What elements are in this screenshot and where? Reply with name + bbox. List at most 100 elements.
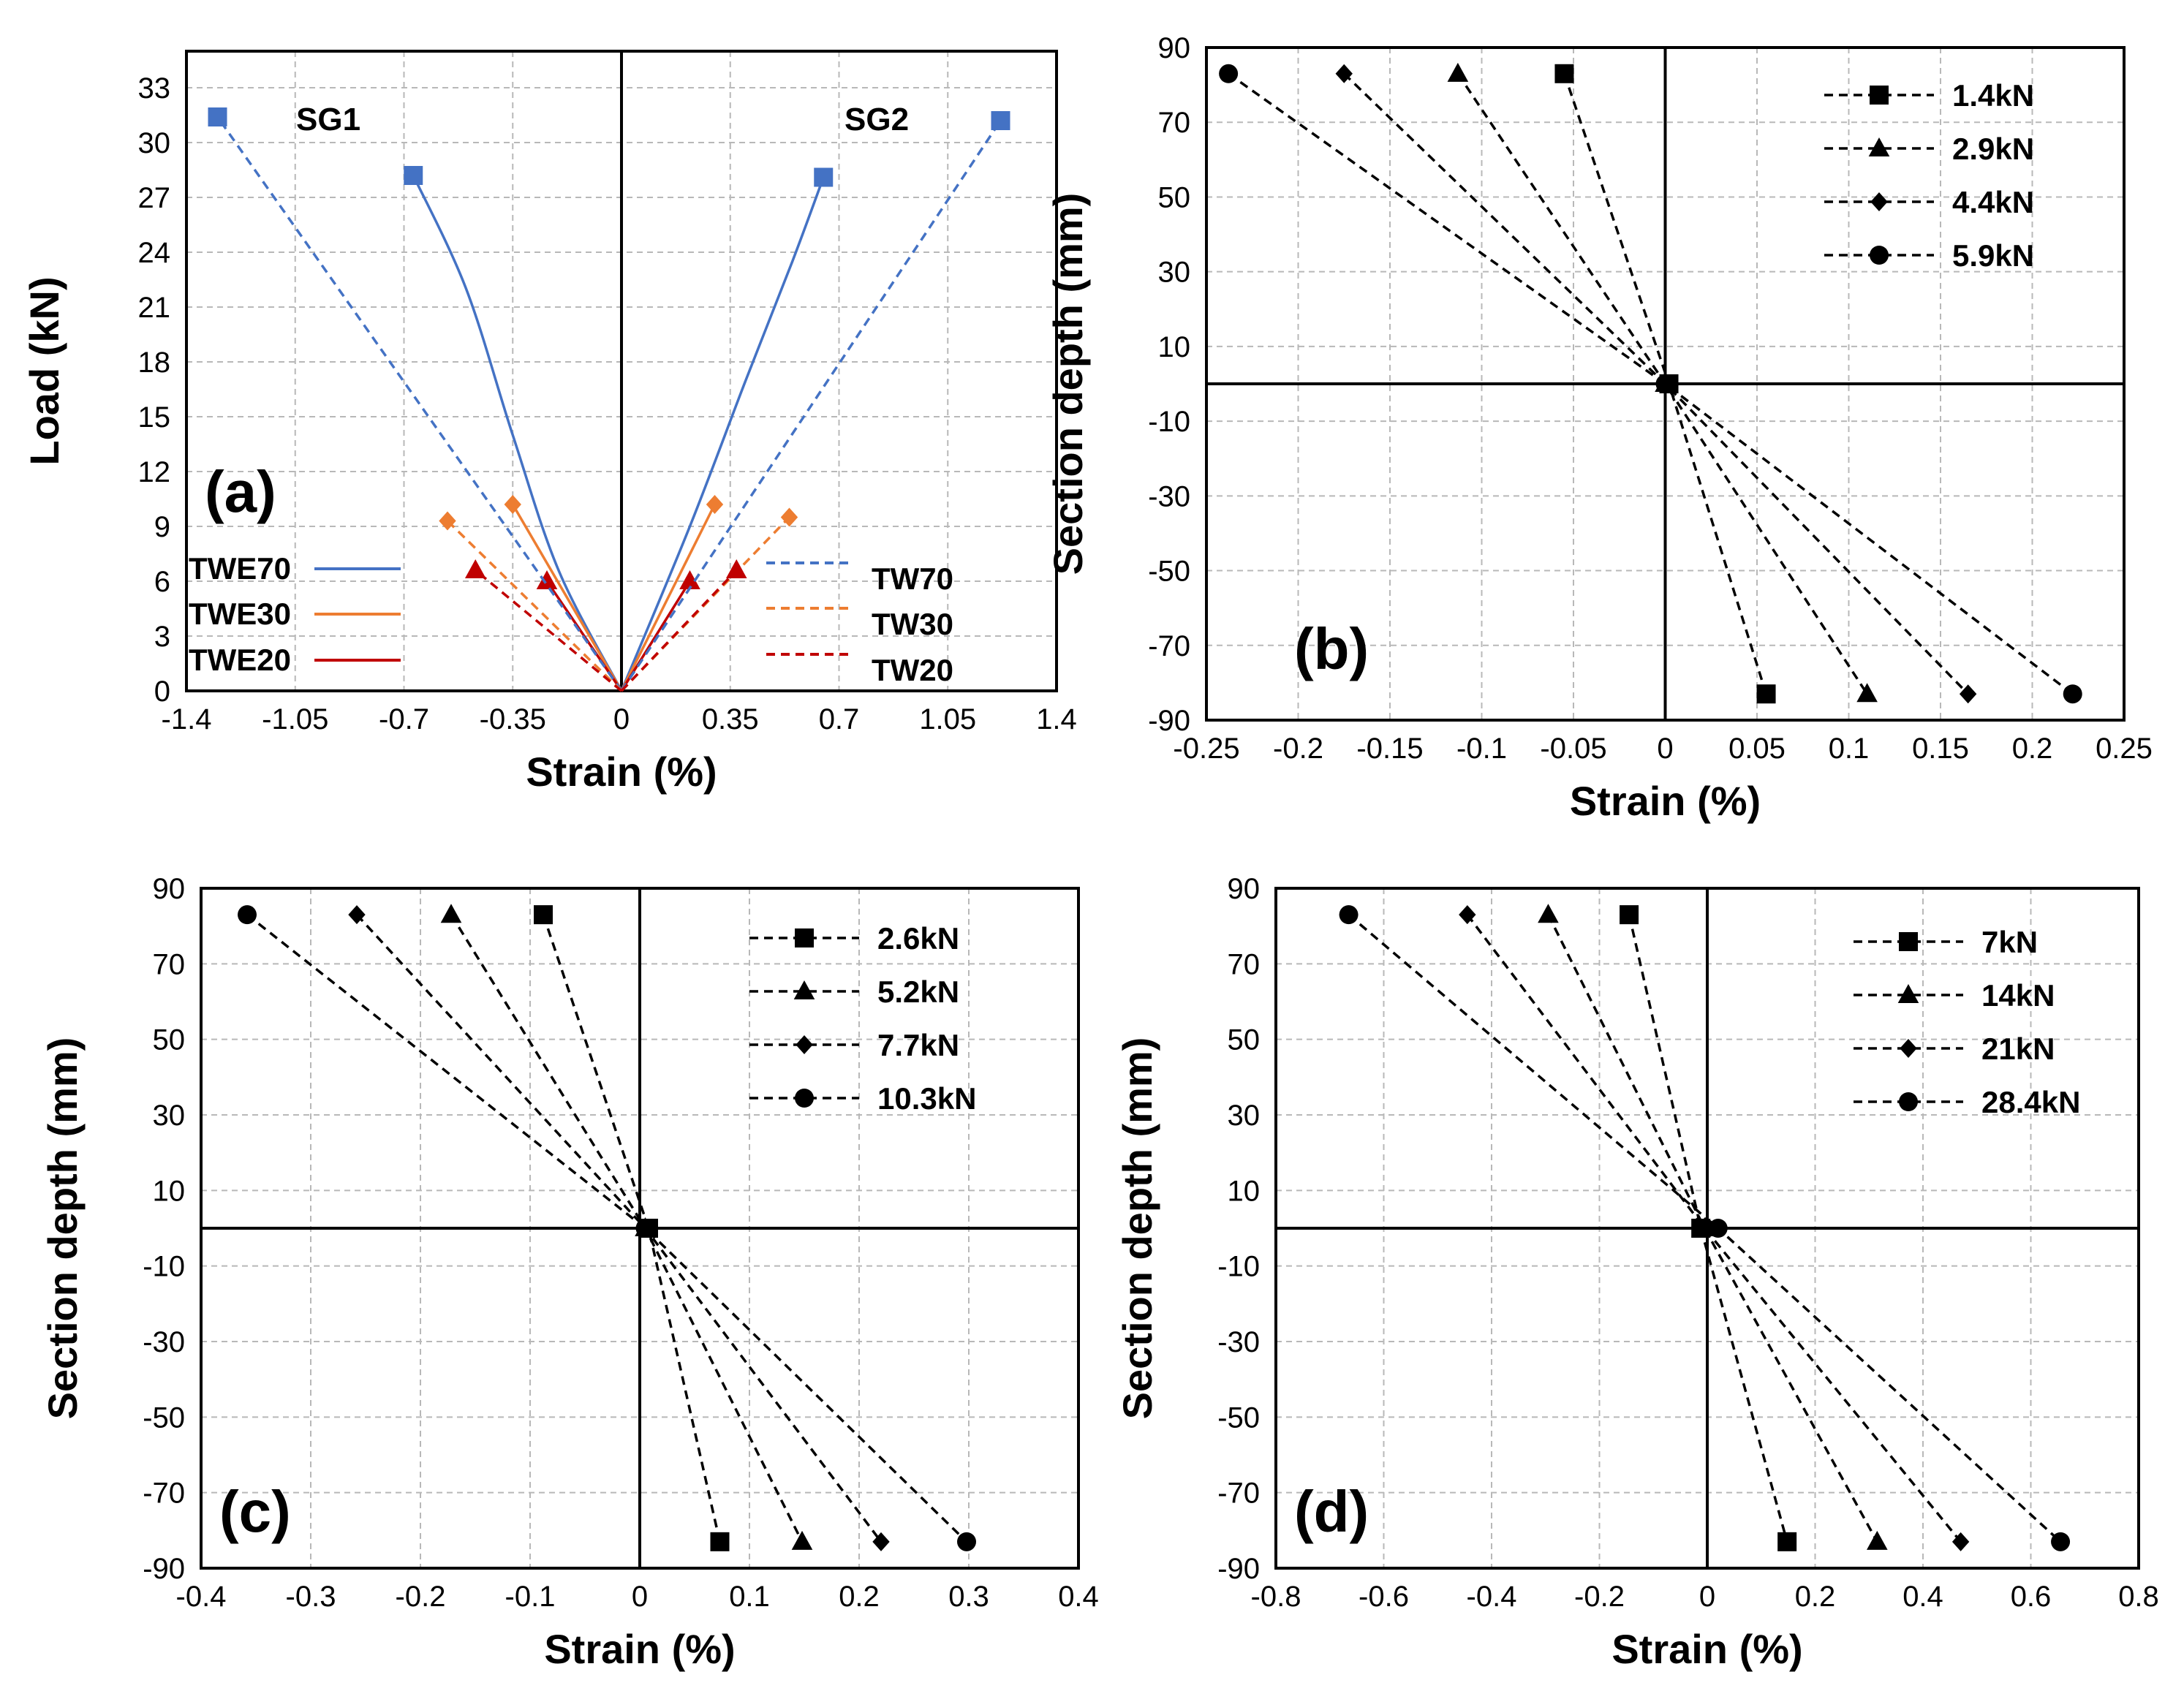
data-point-marker [706, 495, 724, 514]
x-tick-label: -1.05 [262, 703, 328, 735]
series-line [620, 569, 738, 692]
y-tick-label: 70 [153, 948, 186, 980]
y-tick-label: 50 [1158, 181, 1191, 213]
x-tick-label: 0 [1657, 733, 1673, 765]
y-tick-label: 10 [153, 1175, 186, 1207]
y-tick-label: 0 [154, 676, 170, 708]
legend-marker [1870, 192, 1888, 211]
legend-label: TWE30 [189, 597, 291, 631]
y-tick-label: 24 [138, 237, 171, 269]
x-tick-label: 0.2 [1795, 1581, 1836, 1613]
x-tick-label: -0.4 [176, 1581, 227, 1613]
series-line [246, 913, 968, 1543]
data-point-marker [635, 1219, 655, 1238]
y-tick-label: -30 [1148, 480, 1190, 512]
y-tick-label: -50 [1148, 556, 1190, 588]
data-point-marker [534, 905, 553, 925]
panel-label: (b) [1294, 616, 1369, 681]
series-5.9kN [1219, 64, 2082, 704]
x-tick-label: -0.2 [1273, 733, 1323, 765]
chart-panel-c: -0.4 -0.3 -0.2 -0.1 0 0.1 0.2 0.3 0.4 90 70 50 30 10 -… [39, 873, 1099, 1672]
y-axis-title: Section depth (mm) [1045, 193, 1091, 575]
x-tick-label: 0 [1699, 1581, 1715, 1613]
y-tick-label: 30 [153, 1100, 186, 1132]
chart-panel-d: -0.8 -0.6 -0.4 -0.2 0 0.2 0.4 0.6 0.8 90 70 50 30 10 -… [1114, 873, 2159, 1672]
y-tick-label: 50 [153, 1024, 186, 1056]
y-tick-label: 90 [153, 873, 186, 905]
data-point-marker [536, 570, 558, 590]
y-tick-label: 6 [154, 566, 170, 598]
series-TW20 [464, 559, 623, 692]
series-10.3kN [238, 905, 976, 1551]
data-point-marker [725, 559, 747, 579]
annotation-sg2: SG2 [844, 102, 909, 137]
data-point-marker [1219, 64, 1239, 83]
y-tick-label: -10 [143, 1251, 185, 1283]
y-tick-label: -30 [143, 1326, 185, 1358]
legend-marker [1900, 1039, 1917, 1058]
data-point-marker [1538, 904, 1559, 923]
y-tick-label: 90 [1158, 32, 1191, 64]
panel-label: (d) [1294, 1479, 1369, 1544]
x-axis-title: Strain (%) [1570, 778, 1761, 824]
series-line [511, 504, 623, 692]
y-tick-label: 30 [1158, 257, 1191, 289]
legend-marker [1870, 246, 1889, 265]
y-tick-label: -90 [143, 1553, 185, 1585]
panel-label: (a) [205, 459, 276, 524]
y-tick-label: 15 [138, 401, 171, 434]
series-line [1546, 914, 1878, 1543]
series-line [1466, 914, 1962, 1543]
data-point-marker [238, 905, 257, 925]
x-axis-title: Strain (%) [544, 1626, 735, 1672]
x-tick-label: -0.05 [1540, 733, 1606, 765]
legend-marker [1899, 1092, 1918, 1111]
x-tick-label: -0.1 [1456, 733, 1507, 765]
data-point-marker [991, 111, 1010, 130]
y-axis-title: Section depth (mm) [1114, 1037, 1160, 1420]
data-point-marker [872, 1532, 890, 1551]
y-tick-label: -50 [143, 1401, 185, 1434]
x-tick-label: 0.6 [2011, 1581, 2052, 1613]
y-tick-label: 10 [1158, 331, 1191, 363]
data-point-marker [464, 559, 486, 579]
series-line [412, 175, 623, 692]
data-point-marker [710, 1532, 730, 1551]
data-point-marker [208, 107, 227, 126]
y-tick-label: 27 [138, 182, 171, 214]
x-tick-label: -0.6 [1359, 1581, 1409, 1613]
x-tick-label: 0.1 [729, 1581, 770, 1613]
chart-panel-a: -1.4 -1.05 -0.7 -0.35 0 0.35 0.7 1.05 1.4 0 3 6 9 12 1… [21, 50, 1077, 795]
data-point-marker [679, 570, 700, 590]
y-tick-label: -70 [1148, 630, 1190, 662]
data-point-marker [1959, 684, 1977, 704]
legend-label: 28.4kN [1981, 1085, 2080, 1119]
series-line [542, 914, 722, 1543]
x-axis-title: Strain (%) [526, 749, 717, 795]
x-tick-label: 0 [632, 1581, 648, 1613]
legend-marker [1870, 86, 1889, 105]
panel-label: (c) [219, 1479, 291, 1544]
x-tick-label: 0.35 [702, 703, 759, 735]
y-tick-label: -50 [1217, 1401, 1260, 1434]
series-TW70 [620, 111, 1010, 692]
annotation-sg1: SG1 [296, 102, 360, 137]
legend-label: TW30 [872, 607, 953, 641]
legend-label: TWE20 [189, 643, 291, 677]
data-point-marker [1459, 905, 1476, 925]
series-TWE70 [404, 166, 623, 692]
data-point-marker [404, 166, 423, 185]
x-tick-label: -0.8 [1251, 1581, 1301, 1613]
y-tick-label: -90 [1148, 705, 1190, 737]
data-point-marker [1696, 1219, 1714, 1238]
legend-marker [1897, 984, 1919, 1004]
data-point-marker [1554, 64, 1574, 83]
x-tick-label: 0.2 [839, 1581, 880, 1613]
legend-label: 2.6kN [877, 921, 959, 956]
series-line [475, 569, 623, 692]
x-tick-label: 0.25 [2096, 733, 2153, 765]
data-point-marker [1777, 1532, 1797, 1551]
legend-label: 10.3kN [877, 1081, 976, 1116]
data-point-marker [2051, 1532, 2071, 1551]
